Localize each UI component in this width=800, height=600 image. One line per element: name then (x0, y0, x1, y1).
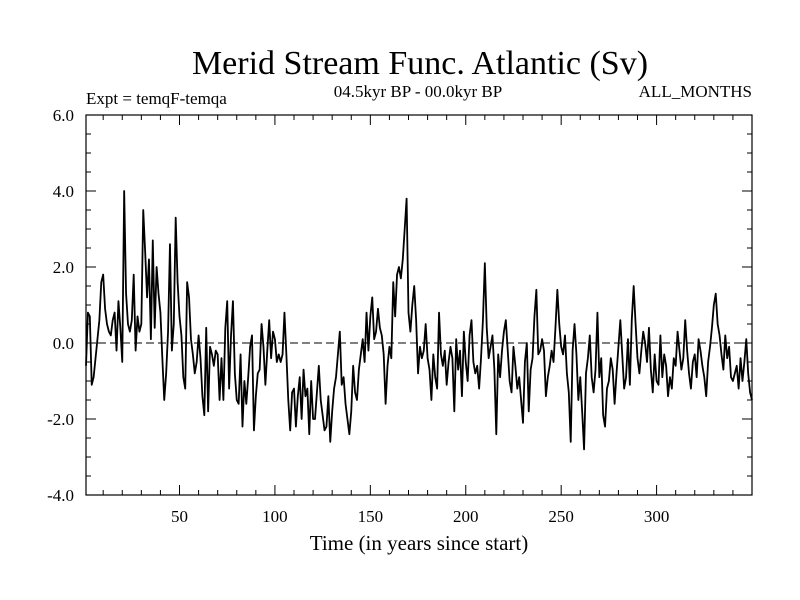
plot-frame (85, 114, 753, 496)
y-tick-label: 6.0 (53, 106, 74, 125)
y-tick-label: -4.0 (47, 486, 74, 505)
months-label: ALL_MONTHS (639, 82, 752, 101)
x-tick-label: 100 (262, 507, 288, 526)
time-range-label: 04.5kyr BP - 00.0kyr BP (334, 82, 502, 101)
x-axis-label: Time (in years since start) (310, 531, 529, 555)
x-tick-label: 250 (548, 507, 574, 526)
chart-title: Merid Stream Func. Atlantic (Sv) (192, 45, 648, 82)
x-tick-label: 300 (644, 507, 670, 526)
x-tick-label: 50 (171, 507, 188, 526)
experiment-label: Expt = temqF-temqa (86, 89, 227, 108)
y-tick-label: 0.0 (53, 334, 74, 353)
y-tick-label: -2.0 (47, 410, 74, 429)
x-tick-label: 200 (453, 507, 479, 526)
y-tick-label: 2.0 (53, 258, 74, 277)
x-tick-label: 150 (358, 507, 384, 526)
series-line-0 (85, 190, 753, 451)
y-tick-label: 4.0 (53, 182, 74, 201)
